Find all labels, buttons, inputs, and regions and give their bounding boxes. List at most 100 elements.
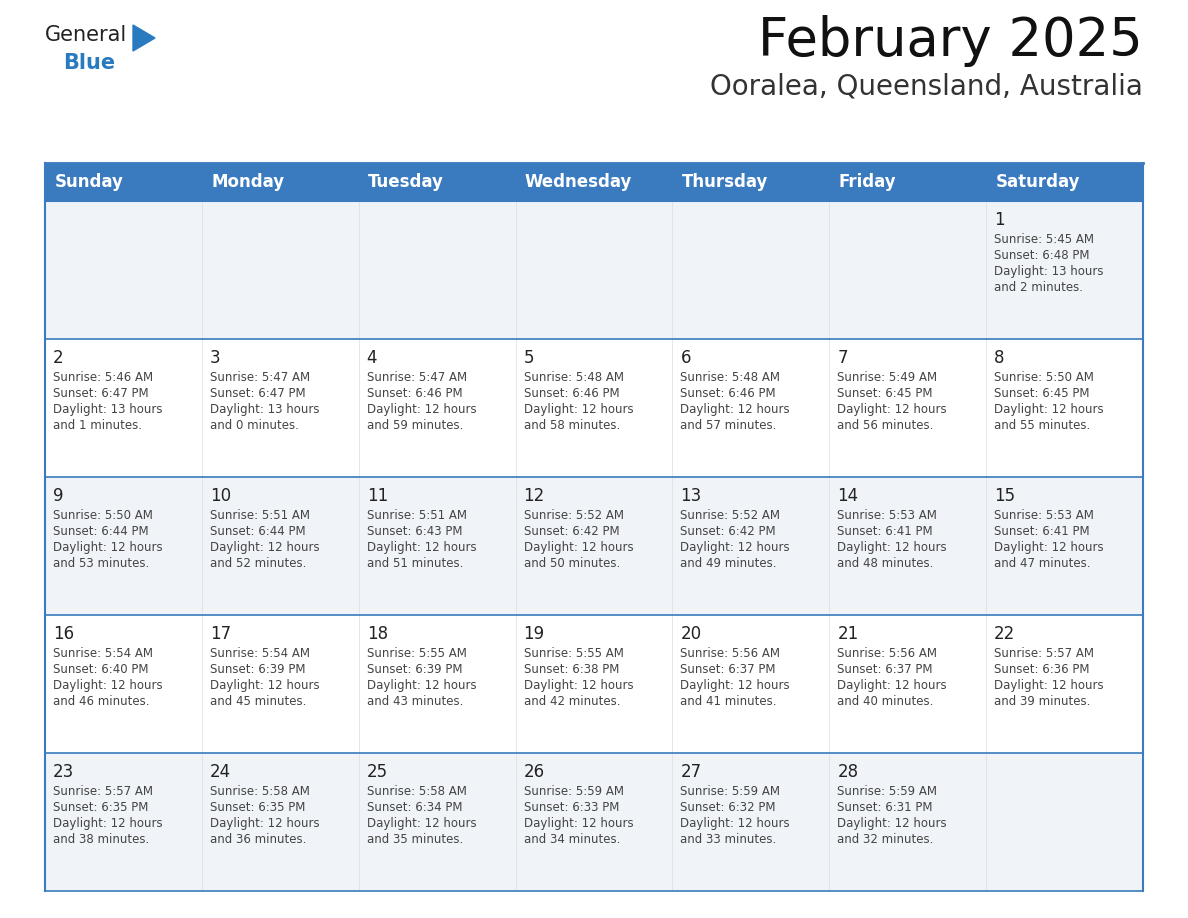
Text: Sunrise: 5:57 AM: Sunrise: 5:57 AM [994,647,1094,660]
Text: and 35 minutes.: and 35 minutes. [367,833,463,846]
Text: Sunrise: 5:59 AM: Sunrise: 5:59 AM [524,785,624,798]
Text: Sunrise: 5:46 AM: Sunrise: 5:46 AM [53,371,153,384]
Text: 23: 23 [53,763,74,781]
Text: Blue: Blue [63,53,115,73]
Text: Daylight: 12 hours: Daylight: 12 hours [838,541,947,554]
Text: Daylight: 13 hours: Daylight: 13 hours [53,403,163,416]
Text: February 2025: February 2025 [758,15,1143,67]
Text: Sunrise: 5:58 AM: Sunrise: 5:58 AM [210,785,310,798]
Text: Sunset: 6:40 PM: Sunset: 6:40 PM [53,663,148,676]
Text: Sunset: 6:47 PM: Sunset: 6:47 PM [53,387,148,400]
Text: Sunrise: 5:48 AM: Sunrise: 5:48 AM [681,371,781,384]
Text: and 39 minutes.: and 39 minutes. [994,695,1091,708]
Text: Sunrise: 5:50 AM: Sunrise: 5:50 AM [994,371,1094,384]
Text: Daylight: 12 hours: Daylight: 12 hours [367,817,476,830]
Text: 4: 4 [367,349,378,367]
Text: and 47 minutes.: and 47 minutes. [994,557,1091,570]
Text: Sunrise: 5:56 AM: Sunrise: 5:56 AM [838,647,937,660]
Text: Daylight: 12 hours: Daylight: 12 hours [53,817,163,830]
Text: and 52 minutes.: and 52 minutes. [210,557,307,570]
Text: Daylight: 13 hours: Daylight: 13 hours [210,403,320,416]
Text: and 50 minutes.: and 50 minutes. [524,557,620,570]
Text: 28: 28 [838,763,859,781]
Bar [45,477,1143,615]
Text: and 43 minutes.: and 43 minutes. [367,695,463,708]
Text: Sunrise: 5:55 AM: Sunrise: 5:55 AM [367,647,467,660]
Text: and 58 minutes.: and 58 minutes. [524,419,620,432]
Text: Sunset: 6:42 PM: Sunset: 6:42 PM [524,525,619,538]
Text: 24: 24 [210,763,230,781]
Text: and 57 minutes.: and 57 minutes. [681,419,777,432]
Text: Sunset: 6:45 PM: Sunset: 6:45 PM [838,387,933,400]
Text: Sunset: 6:32 PM: Sunset: 6:32 PM [681,801,776,814]
Text: Sunrise: 5:45 AM: Sunrise: 5:45 AM [994,233,1094,246]
Text: Daylight: 12 hours: Daylight: 12 hours [367,403,476,416]
Text: Thursday: Thursday [682,173,769,191]
Text: Monday: Monday [211,173,284,191]
Text: 7: 7 [838,349,848,367]
Text: 18: 18 [367,625,387,643]
Text: Sunset: 6:48 PM: Sunset: 6:48 PM [994,249,1089,262]
Text: Daylight: 12 hours: Daylight: 12 hours [524,679,633,692]
Text: Tuesday: Tuesday [368,173,444,191]
Text: 20: 20 [681,625,702,643]
Bar [45,163,1143,201]
Text: Sunrise: 5:48 AM: Sunrise: 5:48 AM [524,371,624,384]
Text: Sunset: 6:34 PM: Sunset: 6:34 PM [367,801,462,814]
Text: and 34 minutes.: and 34 minutes. [524,833,620,846]
Text: Sunrise: 5:59 AM: Sunrise: 5:59 AM [838,785,937,798]
Text: 8: 8 [994,349,1005,367]
Text: 3: 3 [210,349,221,367]
Text: Daylight: 12 hours: Daylight: 12 hours [53,541,163,554]
Text: and 48 minutes.: and 48 minutes. [838,557,934,570]
Text: Daylight: 12 hours: Daylight: 12 hours [681,403,790,416]
Text: Sunset: 6:47 PM: Sunset: 6:47 PM [210,387,305,400]
Text: and 56 minutes.: and 56 minutes. [838,419,934,432]
Text: Daylight: 12 hours: Daylight: 12 hours [524,817,633,830]
Text: Sunrise: 5:56 AM: Sunrise: 5:56 AM [681,647,781,660]
Text: and 49 minutes.: and 49 minutes. [681,557,777,570]
Polygon shape [133,25,154,51]
Text: 6: 6 [681,349,691,367]
Text: 14: 14 [838,487,859,505]
Text: 26: 26 [524,763,544,781]
Text: Sunrise: 5:53 AM: Sunrise: 5:53 AM [994,509,1094,522]
Text: and 41 minutes.: and 41 minutes. [681,695,777,708]
Text: Daylight: 12 hours: Daylight: 12 hours [838,817,947,830]
Text: Sunrise: 5:49 AM: Sunrise: 5:49 AM [838,371,937,384]
Text: 27: 27 [681,763,702,781]
Text: Sunset: 6:41 PM: Sunset: 6:41 PM [994,525,1089,538]
Text: and 40 minutes.: and 40 minutes. [838,695,934,708]
Text: Sunset: 6:46 PM: Sunset: 6:46 PM [367,387,462,400]
Bar [45,615,1143,753]
Text: and 2 minutes.: and 2 minutes. [994,281,1083,294]
Text: Daylight: 12 hours: Daylight: 12 hours [524,403,633,416]
Text: Sunrise: 5:55 AM: Sunrise: 5:55 AM [524,647,624,660]
Text: and 46 minutes.: and 46 minutes. [53,695,150,708]
Text: Daylight: 12 hours: Daylight: 12 hours [524,541,633,554]
Text: 9: 9 [53,487,63,505]
Text: 13: 13 [681,487,702,505]
Text: Sunrise: 5:54 AM: Sunrise: 5:54 AM [210,647,310,660]
Text: 11: 11 [367,487,388,505]
Text: and 53 minutes.: and 53 minutes. [53,557,150,570]
Text: and 0 minutes.: and 0 minutes. [210,419,298,432]
Text: Sunset: 6:39 PM: Sunset: 6:39 PM [210,663,305,676]
Text: Sunset: 6:44 PM: Sunset: 6:44 PM [210,525,305,538]
Text: Sunset: 6:46 PM: Sunset: 6:46 PM [524,387,619,400]
Text: 12: 12 [524,487,545,505]
Text: Sunrise: 5:58 AM: Sunrise: 5:58 AM [367,785,467,798]
Text: Wednesday: Wednesday [525,173,632,191]
Text: Sunrise: 5:51 AM: Sunrise: 5:51 AM [210,509,310,522]
Text: Sunset: 6:42 PM: Sunset: 6:42 PM [681,525,776,538]
Text: and 45 minutes.: and 45 minutes. [210,695,307,708]
Text: Sunrise: 5:52 AM: Sunrise: 5:52 AM [681,509,781,522]
Text: Daylight: 12 hours: Daylight: 12 hours [53,679,163,692]
Text: Sunset: 6:35 PM: Sunset: 6:35 PM [210,801,305,814]
Text: Daylight: 12 hours: Daylight: 12 hours [994,403,1104,416]
Text: 17: 17 [210,625,230,643]
Text: Daylight: 12 hours: Daylight: 12 hours [681,679,790,692]
Text: Sunset: 6:46 PM: Sunset: 6:46 PM [681,387,776,400]
Text: Daylight: 12 hours: Daylight: 12 hours [838,403,947,416]
Text: and 59 minutes.: and 59 minutes. [367,419,463,432]
